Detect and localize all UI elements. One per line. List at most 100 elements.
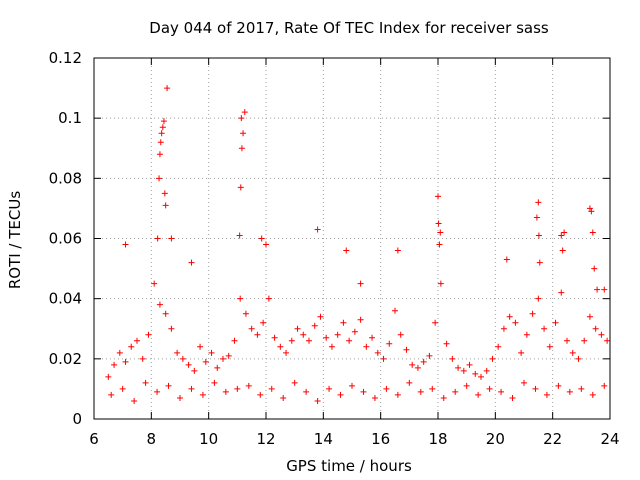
data-point [403,346,410,353]
data-point [238,115,245,122]
data-point [277,343,284,350]
data-point [489,355,496,362]
data-point [591,265,598,272]
data-point [536,259,543,266]
data-point [435,193,441,200]
data-point [598,331,605,338]
data-point [168,325,175,332]
data-point [211,379,218,386]
data-point [360,388,367,395]
data-point [437,280,444,287]
data-point [463,382,470,389]
data-point [159,124,166,131]
data-point [202,358,209,365]
data-point [151,280,158,287]
data-point [546,343,553,350]
data-point [258,235,265,242]
data-point [131,397,138,404]
data-point [142,379,149,386]
data-point [552,319,559,326]
data-point [317,313,324,320]
data-point [586,205,593,212]
data-point [237,184,244,191]
data-point [575,355,582,362]
y-tick-label: 0.04 [49,290,82,308]
data-point [238,145,245,152]
data-point [199,391,206,398]
data-point [429,385,436,392]
data-point [521,379,527,386]
data-point [197,343,204,350]
data-point [475,391,482,398]
data-point [314,226,321,233]
data-point [294,325,301,332]
data-point [452,388,459,395]
data-point [371,394,378,401]
data-point [343,247,350,254]
y-tick-label: 0.02 [49,350,82,368]
data-point [188,259,195,266]
data-point [334,331,341,338]
y-tick-label: 0.12 [49,49,82,67]
x-tick-label: 22 [543,430,562,448]
data-point [588,208,595,215]
data-point [589,391,596,398]
data-point [409,361,416,368]
data-point [134,337,140,344]
data-point [220,355,226,362]
data-point [241,109,248,116]
data-point [263,241,269,248]
data-point [558,232,565,239]
data-point [420,358,427,365]
data-point [222,388,229,395]
data-point [340,319,347,326]
data-point [145,331,152,338]
data-point [558,289,565,296]
data-point [533,214,540,221]
data-point [523,331,530,338]
data-points [105,85,611,404]
data-point [225,352,232,359]
data-point [569,349,576,356]
y-axis-label: ROTI / TECUs [6,191,24,289]
data-point [486,385,493,392]
data-point [122,358,129,365]
data-point [509,394,516,401]
data-point [363,343,370,350]
data-point [248,325,255,332]
data-point [512,319,519,326]
data-point [105,373,112,380]
x-tick-label: 12 [256,430,275,448]
data-point [449,355,456,362]
data-point [177,394,183,401]
data-point [234,385,241,392]
data-point [185,361,192,368]
data-point [300,331,307,338]
data-point [161,190,168,197]
data-point [156,151,163,158]
data-point [162,202,169,209]
x-tick-label: 20 [486,430,505,448]
data-point [119,385,126,392]
y-tick-label: 0 [72,410,82,428]
data-point [164,85,171,92]
data-point [392,307,398,314]
data-point [586,313,593,320]
data-point [254,331,261,338]
x-tick-label: 6 [89,430,99,448]
data-point [495,343,502,350]
data-point [154,388,161,395]
data-point [268,385,275,392]
x-tick-label: 10 [199,430,218,448]
data-point [158,130,165,137]
data-point [604,337,611,344]
data-point [383,385,390,392]
data-point [506,313,513,320]
data-point [503,256,510,263]
data-point [237,295,244,302]
data-point [116,349,123,356]
data-point [303,388,310,395]
data-point [435,220,442,227]
